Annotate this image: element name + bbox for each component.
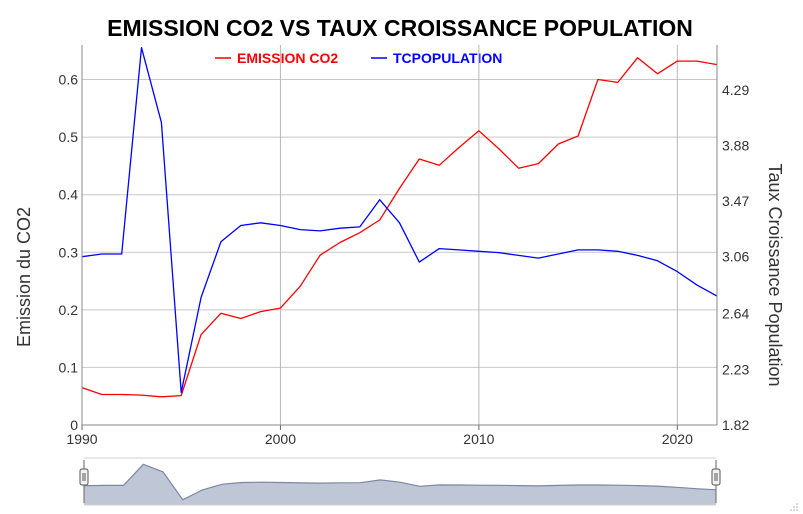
x-tick-label: 2010	[463, 431, 494, 447]
x-tick-label: 2000	[265, 431, 296, 447]
resize-grip-icon[interactable]	[790, 503, 798, 511]
grid	[82, 45, 717, 425]
legend-label-emission-co2: EMISSION CO2	[237, 50, 338, 66]
legend-item-tcpopulation[interactable]: TCPOPULATION	[371, 50, 502, 66]
navigator-left-handle[interactable]	[79, 460, 89, 503]
series-line-emission-co2	[81, 57, 718, 398]
y2-tick-label: 4.29	[722, 82, 749, 98]
y2-tick-label: 3.47	[722, 193, 749, 209]
y-tick-label: 0.5	[59, 129, 79, 145]
y-tick-label: 0.6	[59, 72, 79, 88]
series-layer	[81, 47, 718, 398]
chart-title: EMISSION CO2 VS TAUX CROISSANCE POPULATI…	[107, 15, 693, 41]
handle-grip	[711, 468, 721, 486]
navigator-line	[83, 463, 717, 501]
y-tick-label: 0.3	[59, 244, 79, 260]
y2-tick-label: 2.64	[722, 306, 749, 322]
navigator[interactable]	[79, 457, 721, 506]
y-tick-label: 0.1	[59, 359, 79, 375]
legend-label-tcpopulation: TCPOPULATION	[393, 50, 502, 66]
y2-axis-label: Taux Croissance Population	[765, 163, 785, 386]
y2-tick-label: 3.06	[722, 249, 749, 265]
series-line-tcpopulation	[81, 47, 718, 394]
y-tick-label: 0	[70, 417, 78, 433]
y2-tick-label: 1.82	[722, 417, 749, 433]
navigator-area	[84, 464, 716, 505]
handle-grip	[79, 468, 89, 486]
y-axis-label: Emission du CO2	[14, 207, 34, 347]
y2-tick-label: 3.88	[722, 137, 749, 153]
y-tick-label: 0.4	[59, 187, 79, 203]
navigator-right-handle[interactable]	[711, 460, 721, 503]
legend: EMISSION CO2 TCPOPULATION	[215, 50, 502, 66]
axes: 0 0.1 0.2 0.3 0.4 0.5 0.6 1.82 2.23 2.64 3.06 3.47 3…	[59, 45, 749, 447]
y2-tick-label: 2.23	[722, 361, 749, 377]
x-tick-label: 1990	[66, 431, 97, 447]
x-tick-label: 2020	[662, 431, 693, 447]
legend-item-emission-co2[interactable]: EMISSION CO2	[215, 50, 338, 66]
y-tick-label: 0.2	[59, 302, 79, 318]
